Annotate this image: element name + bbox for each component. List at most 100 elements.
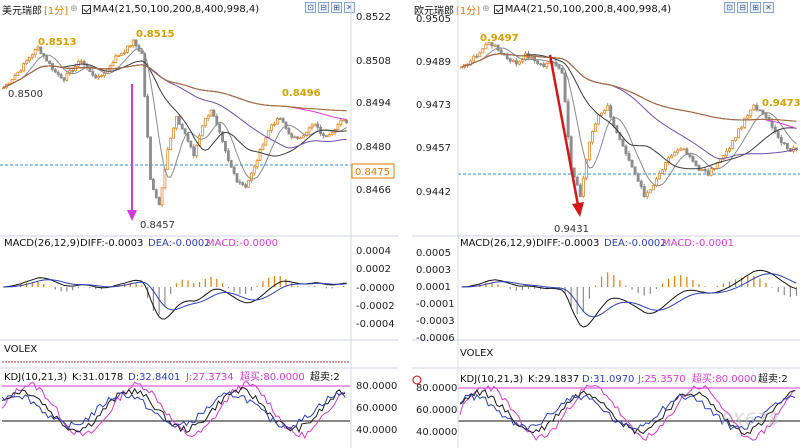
price-tick: 0.8522 [356,12,391,23]
candle-body [79,60,83,63]
candle-body [584,159,588,179]
candle-body [39,46,43,54]
macd-macd-value: MACD:-0.0001 [662,238,734,249]
restore-icon[interactable]: ⊡ [724,2,735,13]
candle-body [229,160,233,168]
candle-body [270,124,274,131]
candle-body [10,79,14,84]
maximize-icon[interactable]: ⊞ [331,2,342,13]
candle-body [169,137,173,150]
crosshair-icon[interactable]: ⊕ [70,4,78,14]
pane-divider[interactable] [398,0,412,448]
candle-body [53,69,57,73]
minimize-icon[interactable]: ⊟ [737,2,748,13]
ma-toggle-checkbox[interactable] [493,4,503,14]
candle-body [221,131,224,142]
candle-body [255,160,259,168]
price-tick: 0.9442 [416,187,451,198]
macd-dea-line [461,273,797,318]
eurchf-price-svg[interactable]: 0.9505 0.9489 0.9473 0.9457 0.9442 0.949… [412,0,800,448]
candle-body [258,149,262,161]
candle-body [676,149,680,153]
price-tick: 0.8508 [356,56,391,67]
symbol-label[interactable]: 欧元瑞郎 [414,5,454,17]
macd-diff-value: DIFF:-0.0003 [80,238,143,249]
candles-group [460,41,798,199]
candle-body [734,137,738,141]
candle-body [244,184,248,188]
kdj-lines-group [1,381,346,440]
trend-arrow-head [572,202,584,217]
candle-body [13,75,17,80]
candle-body [301,135,305,139]
macd-tick: -0.0004 [356,319,395,330]
macd-dea-line [3,279,347,311]
restore-icon[interactable]: ⊡ [305,2,316,13]
candle-body [293,136,297,139]
candle-body [667,157,671,163]
ma-line-fast [461,47,797,187]
candle-body [149,136,152,180]
maximize-icon[interactable]: ⊞ [750,2,761,13]
window-buttons: ⊡ ⊟ ⊞ ✕ [724,2,774,13]
candle-body [496,44,500,51]
eurchf-chart-pane[interactable]: 欧元瑞郎 [1分] ⊕ MA4(21,50,100,200,8,400,998,… [412,0,800,448]
ma-parameters-label[interactable]: MA4(21,50,100,200,8,400,998,4) [92,3,260,15]
candle-body [624,145,628,155]
candle-body [706,170,710,176]
candle-body [192,146,196,156]
candle-body [200,125,204,137]
kdj-k-value: K:29.1837 [528,374,579,385]
close-icon[interactable]: ✕ [763,2,774,13]
price-tick: 0.9505 [416,14,451,25]
candle-body [175,116,178,129]
candle-body [88,67,92,73]
macd-histogram-group [3,275,347,320]
candle-body [782,142,786,145]
period-label[interactable]: [1分] [456,5,481,17]
crosshair-icon[interactable]: ⊕ [482,4,490,14]
period-label[interactable]: [1分] [44,5,69,17]
candle-body [575,176,579,186]
candle-body [639,180,643,187]
candle-body [22,63,26,72]
candle-body [330,132,334,136]
kdj-tick: 40.0000 [416,427,457,438]
candle-body [740,126,744,130]
minimize-icon[interactable]: ⊟ [318,2,329,13]
candle-body [134,39,138,47]
symbol-label[interactable]: 美元瑞郎 [2,5,42,17]
candle-body [30,54,34,58]
candle-body [785,142,789,150]
kdj-k-line [459,389,796,436]
close-icon[interactable]: ✕ [344,2,355,13]
ma-parameters-label[interactable]: MA4(21,50,100,200,8,400,998,4) [504,3,672,15]
candle-body [743,117,747,128]
usdchf-chart-pane[interactable]: 美元瑞郎 [1分] ⊕ MA4(21,50,100,200,8,400,998,… [0,0,398,448]
candle-body [478,52,482,57]
candle-body [241,182,245,186]
candle-body [603,110,607,114]
candle-body [316,123,320,128]
candle-body [530,57,534,59]
macd-tick: 0.0001 [416,282,451,293]
candle-body [499,49,503,55]
usdchf-price-svg[interactable]: 0.8522 0.8508 0.8494 0.8480 0.8466 0.847… [0,0,398,448]
candle-body [606,105,610,111]
macd-label: MACD(26,12,9) [4,238,80,249]
candle-body [651,185,655,191]
ma-toggle-checkbox[interactable] [81,4,91,14]
candle-body [281,118,285,123]
trend-arrow-head [127,210,137,221]
candle-body [25,60,28,65]
kdj-options-icon[interactable] [412,375,422,385]
macd-histogram-group [461,269,798,328]
candle-body [621,139,625,147]
candle-body [16,71,20,77]
candle-body [120,53,124,56]
kdj-j-value: J:25.3570 [637,374,686,385]
candle-body [664,162,668,171]
candle-body [654,178,658,186]
candle-body [636,173,640,182]
